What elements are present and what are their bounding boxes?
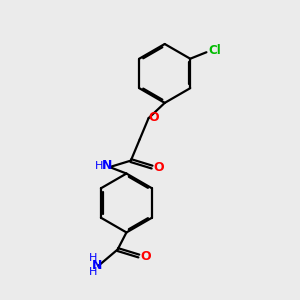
Text: O: O [153,160,164,174]
Text: N: N [101,159,112,172]
Text: O: O [140,250,151,262]
Text: Cl: Cl [209,44,221,57]
Text: O: O [148,111,159,124]
Text: H: H [89,267,98,277]
Text: N: N [92,259,102,272]
Text: H: H [89,254,98,263]
Text: H: H [95,160,103,171]
